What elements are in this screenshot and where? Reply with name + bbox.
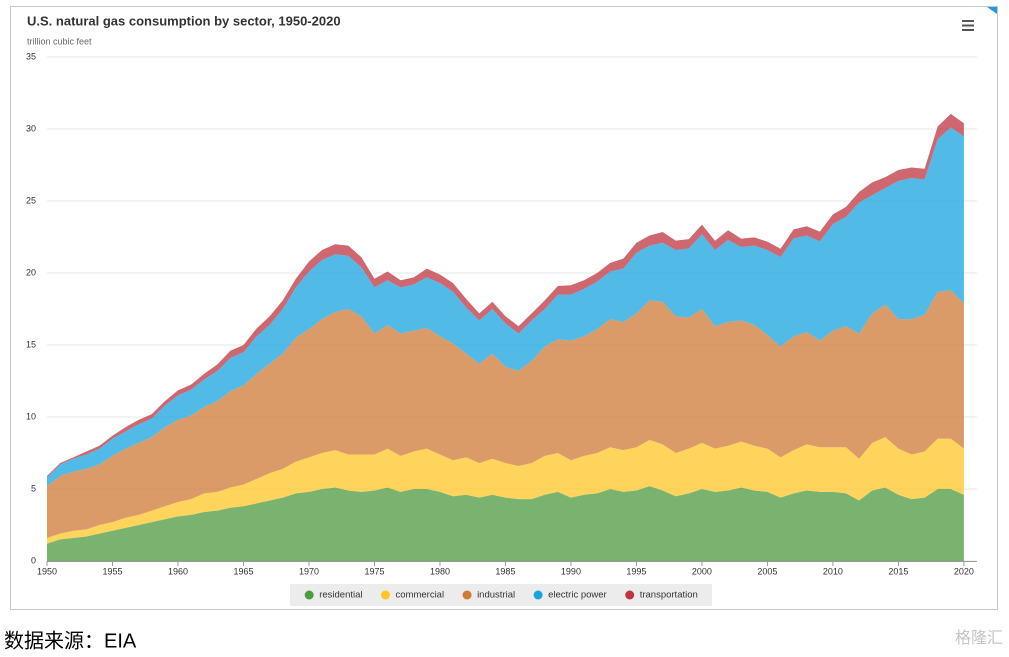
y-tick-label: 20 [26,267,36,277]
legend-marker [533,590,543,600]
x-tick-label: 1960 [168,566,188,576]
chart-subtitle: trillion cubic feet [27,36,92,46]
x-tick-label: 2020 [954,566,974,576]
legend-marker [625,590,635,600]
chart-title: U.S. natural gas consumption by sector, … [27,13,341,28]
legend-label: transportation [640,590,698,601]
x-tick-label: 2015 [888,566,908,576]
x-tick-label: 1955 [102,566,122,576]
legend-item[interactable]: industrial [462,590,516,601]
menu-bar [962,20,974,22]
legend-label: industrial [477,590,515,601]
menu-bar [962,29,974,31]
y-tick-label: 0 [31,555,36,565]
y-tick-label: 25 [26,195,36,205]
x-tick-label: 2000 [692,566,712,576]
legend-label: electric power [548,590,607,601]
y-tick-label: 5 [31,483,36,493]
area [47,290,964,538]
area [47,127,964,487]
x-tick-label: 1990 [561,566,581,576]
x-tick-label: 1950 [37,566,57,576]
y-tick-label: 35 [26,51,36,61]
area [47,437,964,544]
legend-item[interactable]: electric power [533,590,607,601]
x-tick-label: 1965 [233,566,253,576]
legend-label: commercial [396,590,445,601]
legend-label: residential [319,590,362,601]
legend-item[interactable]: commercial [381,590,444,601]
legend-item[interactable]: transportation [625,590,698,601]
legend-marker [381,590,391,600]
x-tick-label: 1980 [430,566,450,576]
areas [47,113,964,561]
x-tick-label: 1970 [299,566,319,576]
x-tick-label: 1975 [364,566,384,576]
menu-button[interactable] [958,16,978,36]
source-note: 数据来源：EIA [4,629,137,652]
legend: residential commercial industrial electric … [304,590,698,601]
legend-item[interactable]: residential [304,590,363,601]
y-tick-label: 30 [26,123,36,133]
legend-marker [462,590,472,600]
legend-marker [304,590,314,600]
menu-bar [962,24,974,27]
area [47,486,964,561]
x-tick-label: 1995 [626,566,646,576]
watermark: 格隆汇 [955,629,1003,647]
legend-box [290,584,712,606]
y-tick-label: 10 [26,411,36,421]
x-tick-label: 2005 [757,566,777,576]
y-tick-label: 15 [26,339,36,349]
x-tick-label: 1985 [495,566,515,576]
corner-mark [987,7,997,14]
x-tick-label: 2010 [823,566,843,576]
